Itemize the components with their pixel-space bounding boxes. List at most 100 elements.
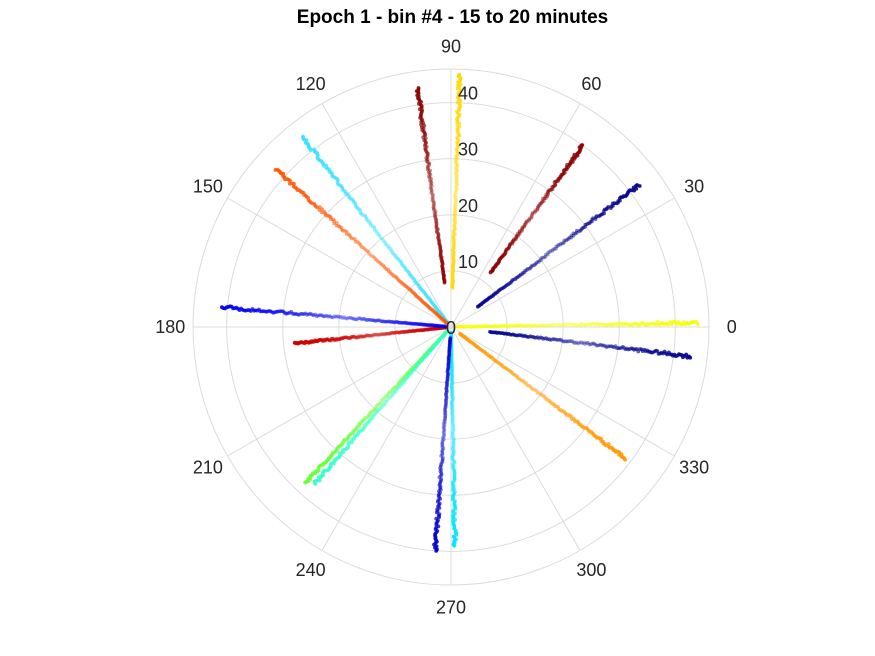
data-point	[383, 240, 388, 245]
data-point	[443, 409, 448, 414]
data-point	[369, 254, 374, 258]
series-4	[454, 319, 700, 329]
data-point	[522, 324, 527, 329]
data-point	[598, 322, 603, 327]
data-point	[568, 339, 573, 344]
data-point	[543, 396, 548, 401]
data-point	[429, 187, 434, 191]
data-point	[291, 184, 296, 189]
data-point	[442, 432, 446, 437]
data-point	[353, 335, 358, 340]
data-point	[534, 261, 538, 266]
data-point	[348, 233, 352, 238]
data-point	[542, 196, 547, 201]
data-point	[397, 380, 402, 385]
data-point	[539, 201, 544, 206]
data-point	[433, 216, 438, 221]
data-point	[579, 340, 583, 345]
data-point	[348, 235, 353, 240]
data-point	[451, 444, 455, 448]
data-point	[451, 433, 456, 438]
data-point	[559, 241, 564, 246]
data-point	[393, 385, 398, 389]
data-point	[386, 331, 390, 336]
data-point	[402, 330, 407, 334]
angular-gridline	[450, 326, 581, 551]
data-point	[454, 170, 459, 175]
data-point	[319, 313, 324, 318]
data-point	[453, 209, 458, 214]
data-point	[363, 334, 368, 339]
data-point	[442, 434, 446, 438]
data-point	[542, 336, 547, 341]
data-point	[574, 340, 579, 345]
center-label: 0	[446, 318, 456, 338]
data-point	[453, 216, 457, 221]
data-point	[390, 388, 395, 393]
data-point	[572, 322, 577, 327]
data-point	[525, 266, 530, 271]
data-point	[520, 225, 525, 230]
data-point	[607, 344, 612, 349]
data-point	[439, 454, 443, 458]
data-point	[332, 314, 337, 319]
data-point	[592, 341, 596, 346]
data-point	[432, 208, 436, 212]
data-point	[443, 403, 448, 408]
data-point	[406, 370, 411, 375]
data-point	[537, 258, 542, 263]
data-point	[547, 250, 552, 254]
data-point	[440, 460, 445, 464]
data-point	[353, 237, 358, 242]
data-point	[604, 345, 609, 350]
data-point	[436, 227, 440, 232]
data-point	[454, 192, 458, 197]
data-point	[390, 272, 395, 277]
data-point	[542, 255, 547, 260]
data-point	[524, 323, 528, 328]
data-point	[389, 248, 393, 253]
radius-tick-label: 40	[458, 84, 478, 104]
data-point	[544, 192, 549, 197]
data-point	[444, 396, 449, 400]
data-point	[396, 381, 401, 386]
data-point	[385, 332, 389, 336]
data-point	[441, 446, 446, 451]
data-point	[555, 244, 560, 249]
data-point	[367, 252, 371, 256]
data-point	[434, 223, 439, 228]
data-point	[443, 414, 448, 419]
data-point	[563, 339, 567, 344]
data-point	[584, 341, 589, 345]
data-point	[525, 383, 530, 388]
radius-tick-label: 10	[458, 252, 478, 272]
data-point	[590, 341, 595, 346]
data-point	[425, 167, 430, 172]
data-point	[370, 224, 375, 229]
data-point	[390, 249, 395, 254]
data-point	[529, 215, 534, 220]
data-point	[322, 314, 327, 319]
data-point	[428, 178, 432, 183]
data-point	[416, 86, 421, 90]
data-point	[517, 230, 522, 235]
data-point	[450, 410, 455, 415]
data-point	[369, 409, 374, 414]
data-point	[361, 316, 366, 321]
data-point	[432, 203, 436, 208]
data-point	[453, 184, 458, 189]
data-point	[547, 398, 552, 403]
data-point	[455, 167, 459, 172]
data-point	[392, 331, 397, 335]
data-point	[358, 421, 362, 426]
data-point	[450, 412, 455, 416]
data-point	[524, 380, 528, 385]
data-point	[363, 317, 367, 322]
data-point	[552, 403, 556, 407]
series-3	[475, 183, 642, 309]
data-point	[383, 402, 387, 406]
data-point	[562, 323, 567, 327]
data-point	[370, 416, 375, 421]
data-point	[429, 179, 433, 184]
data-point	[440, 443, 445, 448]
